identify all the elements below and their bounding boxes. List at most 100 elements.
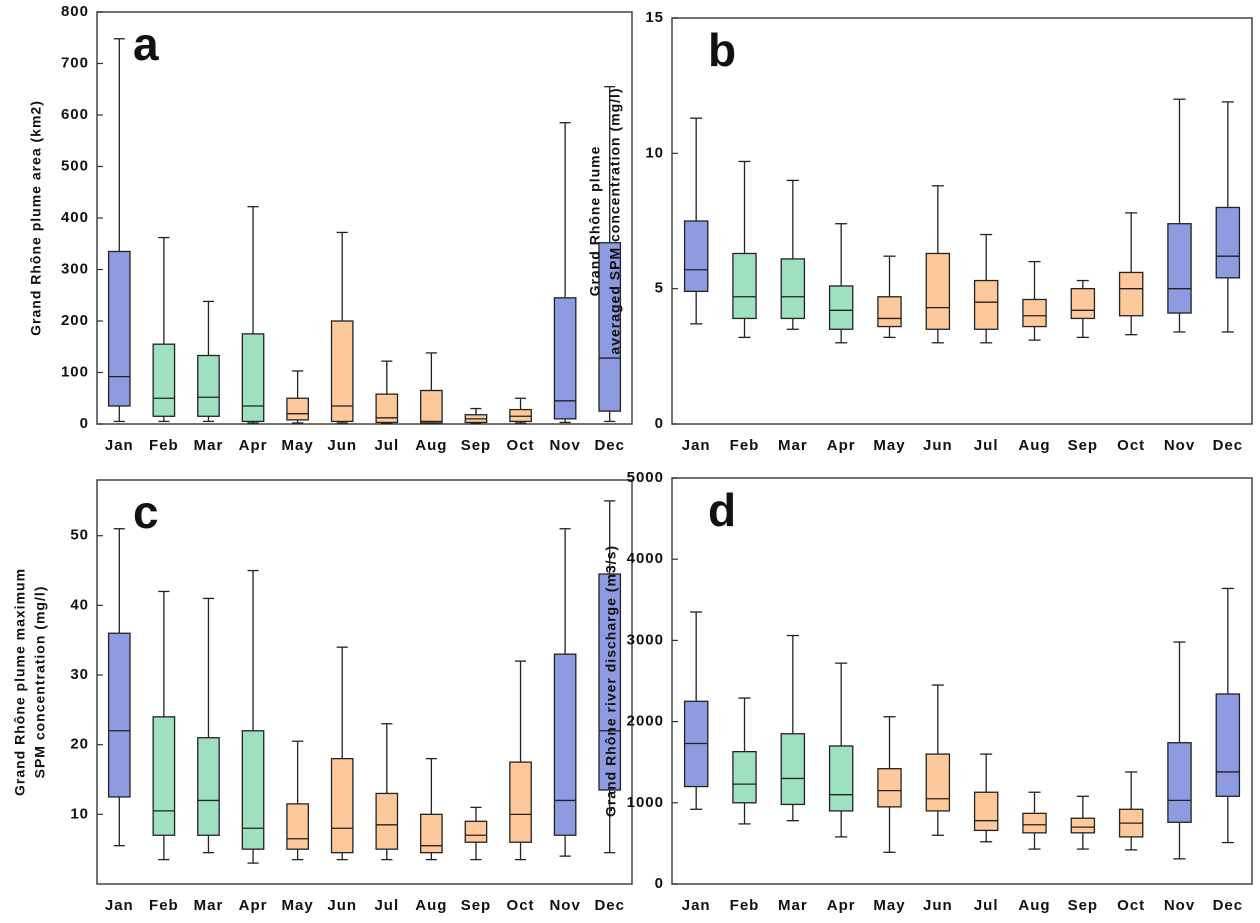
x-tick-label: Feb xyxy=(149,897,179,914)
y-tick-label: 50 xyxy=(70,527,89,544)
x-tick-label: Feb xyxy=(149,437,179,454)
y-tick-label: 400 xyxy=(61,209,89,226)
box xyxy=(925,252,951,330)
box xyxy=(598,573,622,791)
x-tick-label: May xyxy=(282,437,314,454)
box xyxy=(780,258,806,320)
panel-letter: b xyxy=(708,24,736,76)
box xyxy=(553,653,577,836)
x-tick-label: Sep xyxy=(1068,437,1099,454)
box xyxy=(286,397,309,421)
y-tick-label: 0 xyxy=(655,875,664,892)
x-tick-label: Sep xyxy=(461,897,492,914)
x-tick-label: Mar xyxy=(778,437,808,454)
box xyxy=(973,791,999,832)
x-tick-label: Dec xyxy=(1213,897,1244,914)
box xyxy=(732,252,757,320)
y-tick-label: 20 xyxy=(70,736,89,753)
panel-letter: c xyxy=(133,486,159,538)
box xyxy=(973,279,999,330)
y-tick-label: 2000 xyxy=(627,713,664,730)
y-axis-label: averaged SPM concentration (mg/l) xyxy=(607,87,623,354)
x-tick-label: Apr xyxy=(239,437,268,454)
y-tick-label: 4000 xyxy=(627,550,664,567)
x-tick-label: Jun xyxy=(327,897,357,914)
box xyxy=(107,632,131,798)
box xyxy=(1167,223,1192,314)
plot-frame xyxy=(96,11,633,425)
x-tick-label: Nov xyxy=(1164,897,1195,914)
box xyxy=(598,242,622,412)
x-tick-label: Mar xyxy=(194,897,224,914)
y-tick-label: 5 xyxy=(655,280,664,297)
x-tick-label: May xyxy=(873,437,905,454)
x-tick-label: Aug xyxy=(415,437,447,454)
box xyxy=(925,753,951,812)
y-axis-label: Grand Rhône plume maximum xyxy=(12,568,28,796)
box xyxy=(375,792,399,850)
box xyxy=(509,761,532,843)
x-tick-label: Dec xyxy=(594,437,625,454)
box xyxy=(330,320,354,423)
box xyxy=(683,220,709,293)
y-tick-label: 600 xyxy=(61,106,89,123)
x-tick-label: Jan xyxy=(105,437,134,454)
y-axis-label: Grand Rhône river discharge (m3/s) xyxy=(603,545,619,817)
x-tick-label: Jun xyxy=(923,437,953,454)
box xyxy=(732,750,757,804)
y-tick-label: 30 xyxy=(70,666,89,683)
x-tick-label: Feb xyxy=(730,897,760,914)
y-tick-label: 10 xyxy=(645,144,664,161)
box xyxy=(1215,206,1241,279)
box xyxy=(780,733,806,806)
x-tick-label: Jul xyxy=(974,897,999,914)
y-tick-label: 300 xyxy=(61,260,89,277)
box xyxy=(553,297,577,420)
box xyxy=(241,333,265,423)
y-tick-label: 700 xyxy=(61,54,89,71)
x-tick-label: Jan xyxy=(682,897,711,914)
y-tick-label: 40 xyxy=(70,596,89,613)
x-tick-label: May xyxy=(873,897,905,914)
x-tick-label: Sep xyxy=(461,437,492,454)
y-axis-label: Grand Rhône plume area (km2) xyxy=(28,100,44,336)
x-tick-label: Jul xyxy=(374,897,399,914)
x-tick-label: Oct xyxy=(1117,437,1145,454)
box xyxy=(197,737,220,836)
y-axis-label: Grand Rhône plume xyxy=(587,146,603,297)
y-tick-label: 500 xyxy=(61,157,89,174)
x-tick-label: Apr xyxy=(239,897,268,914)
box xyxy=(828,285,854,330)
box xyxy=(1118,271,1144,317)
box xyxy=(286,803,309,850)
x-tick-label: Oct xyxy=(507,897,535,914)
box xyxy=(1070,817,1096,834)
box xyxy=(877,768,902,808)
x-tick-label: Jun xyxy=(923,897,953,914)
x-tick-label: Oct xyxy=(507,437,535,454)
box xyxy=(152,343,176,417)
box xyxy=(509,408,532,423)
box xyxy=(420,813,443,854)
box xyxy=(107,250,131,407)
x-tick-label: Dec xyxy=(594,897,625,914)
x-tick-label: Mar xyxy=(194,437,224,454)
y-tick-label: 5000 xyxy=(627,469,664,486)
x-tick-label: Oct xyxy=(1117,897,1145,914)
x-tick-label: Dec xyxy=(1213,437,1244,454)
y-tick-label: 1000 xyxy=(627,794,664,811)
plot-frame xyxy=(96,479,633,885)
box xyxy=(152,716,176,836)
x-tick-label: Nov xyxy=(1164,437,1195,454)
x-tick-label: Nov xyxy=(549,437,580,454)
box xyxy=(1215,693,1241,797)
x-tick-label: Jun xyxy=(327,437,357,454)
y-tick-label: 15 xyxy=(645,9,664,26)
x-tick-label: Aug xyxy=(1018,437,1050,454)
x-tick-label: Jul xyxy=(974,437,999,454)
panel-letter: a xyxy=(133,18,159,70)
y-tick-label: 3000 xyxy=(627,631,664,648)
box xyxy=(420,389,443,424)
x-tick-label: Feb xyxy=(730,437,760,454)
